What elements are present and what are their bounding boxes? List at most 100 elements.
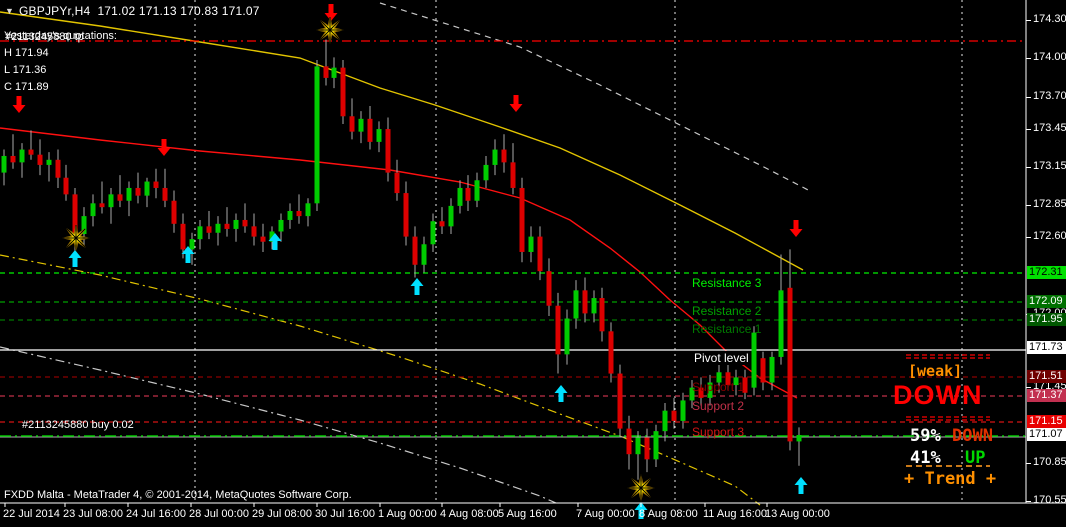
- bull-candle: [314, 66, 320, 204]
- bull-candle: [19, 149, 25, 163]
- price-marker-box: 171.07: [1027, 428, 1066, 441]
- bear-candle: [55, 159, 61, 178]
- bull-candle: [287, 211, 293, 220]
- price-tick: [1026, 129, 1031, 130]
- bull-candle: [108, 194, 114, 208]
- bear-candle: [10, 155, 16, 163]
- bull-candle: [305, 203, 311, 217]
- bear-candle: [72, 194, 78, 235]
- chart-symbol-timeframe: GBPJPYr,H4: [19, 4, 91, 18]
- bear-candle: [608, 331, 614, 374]
- bear-candle: [117, 194, 123, 201]
- bull-candle: [716, 372, 722, 383]
- up-percent: 41%: [910, 448, 941, 468]
- bear-candle: [296, 211, 302, 217]
- bull-candle: [733, 377, 739, 386]
- bear-candle: [644, 437, 650, 460]
- bull-candle: [707, 382, 713, 398]
- copyright-text: FXDD Malta - MetaTrader 4, © 2001-2014, …: [4, 489, 352, 501]
- trend-down-big-label: DOWN: [893, 380, 983, 410]
- down-percent: 59%: [910, 426, 941, 446]
- bull-candle: [1, 155, 7, 173]
- bear-candle: [385, 129, 391, 173]
- bull-candle: [421, 244, 427, 265]
- price-axis-label: 172.60: [1033, 230, 1066, 242]
- bear-candle: [403, 193, 409, 237]
- bull-candle: [233, 219, 239, 229]
- bear-candle: [760, 358, 766, 383]
- bear-candle: [465, 187, 471, 201]
- time-axis-label: 11 Aug 16:00: [703, 508, 768, 520]
- buy-arrow-icon: [794, 477, 808, 494]
- bear-candle: [99, 203, 105, 208]
- bear-candle: [153, 181, 159, 188]
- buy-arrow-icon: [181, 246, 195, 263]
- resistance-1-label: Resistance 1: [692, 322, 762, 336]
- price-tick: [1026, 205, 1031, 206]
- ma-red-line: [0, 127, 798, 399]
- buy-arrow-icon: [268, 233, 282, 250]
- bull-candle: [528, 236, 534, 252]
- time-axis-label: 8 Aug 08:00: [639, 508, 698, 520]
- sell-arrow-icon: [157, 139, 171, 156]
- bull-candle: [215, 223, 221, 233]
- chart-title[interactable]: GBPJPYr,H4 171.02 171.13 170.83 171.07: [19, 4, 260, 18]
- bear-candle: [135, 187, 141, 196]
- chart-ohlc-readout: 171.02 171.13 170.83 171.07: [97, 4, 260, 18]
- bear-candle: [37, 154, 43, 165]
- price-axis-label: 170.85: [1033, 456, 1066, 468]
- bear-candle: [599, 298, 605, 332]
- bull-candle: [90, 203, 96, 217]
- time-axis-label: 24 Jul 16:00: [126, 508, 186, 520]
- bear-candle: [323, 66, 329, 78]
- bull-candle: [376, 129, 382, 142]
- price-marker-box: 171.95: [1027, 313, 1066, 326]
- price-tick: [1026, 387, 1031, 388]
- bull-candle: [492, 149, 498, 165]
- time-axis-label: 13 Aug 00:00: [765, 508, 830, 520]
- price-marker-box: 171.51: [1027, 370, 1066, 383]
- sell-arrow-icon: [324, 4, 338, 21]
- bull-candle: [680, 400, 686, 421]
- sell-arrow-icon: [789, 220, 803, 237]
- sell-arrow-icon: [509, 95, 523, 112]
- star-signal-icon-detail: [628, 475, 654, 501]
- price-axis-label: 173.15: [1033, 160, 1066, 172]
- bull-candle: [46, 159, 52, 165]
- time-axis-label: 22 Jul 2014: [3, 508, 60, 520]
- buy-arrow-icon: [554, 385, 568, 402]
- resistance-3-label: Resistance 3: [692, 276, 762, 290]
- time-axis-label: 1 Aug 00:00: [378, 508, 437, 520]
- star-signal-icon-detail: [317, 17, 343, 43]
- bear-candle: [742, 377, 748, 393]
- price-marker-box: 171.37: [1027, 389, 1066, 402]
- price-marker-box: 171.15: [1027, 415, 1066, 428]
- bull-candle: [751, 332, 757, 388]
- bull-candle: [778, 290, 784, 357]
- time-axis-label: 7 Aug 00:00: [576, 508, 635, 520]
- bear-candle: [501, 149, 507, 163]
- yesterday-low: L 171.36: [4, 64, 47, 76]
- bear-candle: [582, 290, 588, 314]
- bear-candle: [28, 149, 34, 155]
- bear-candle: [555, 305, 561, 355]
- bear-candle: [698, 387, 704, 398]
- price-axis-label: 174.00: [1033, 51, 1066, 63]
- bear-candle: [519, 187, 525, 252]
- bear-candle: [224, 223, 230, 229]
- bear-candle: [671, 410, 677, 421]
- bull-candle: [796, 435, 802, 442]
- time-axis-label: 4 Aug 08:00: [440, 508, 499, 520]
- symbol-dropdown-icon[interactable]: ▼: [5, 6, 14, 16]
- price-tick: [1026, 58, 1031, 59]
- yesterday-quotations-panel: Yesterday's quotations: #2113245880 tp H…: [4, 28, 117, 96]
- trend-label: + Trend +: [904, 469, 997, 489]
- bear-candle: [162, 187, 168, 201]
- bear-candle: [537, 236, 543, 272]
- bear-candle: [725, 372, 731, 386]
- bear-candle: [394, 172, 400, 194]
- price-tick: [1026, 463, 1031, 464]
- price-marker-box: 172.09: [1027, 295, 1066, 308]
